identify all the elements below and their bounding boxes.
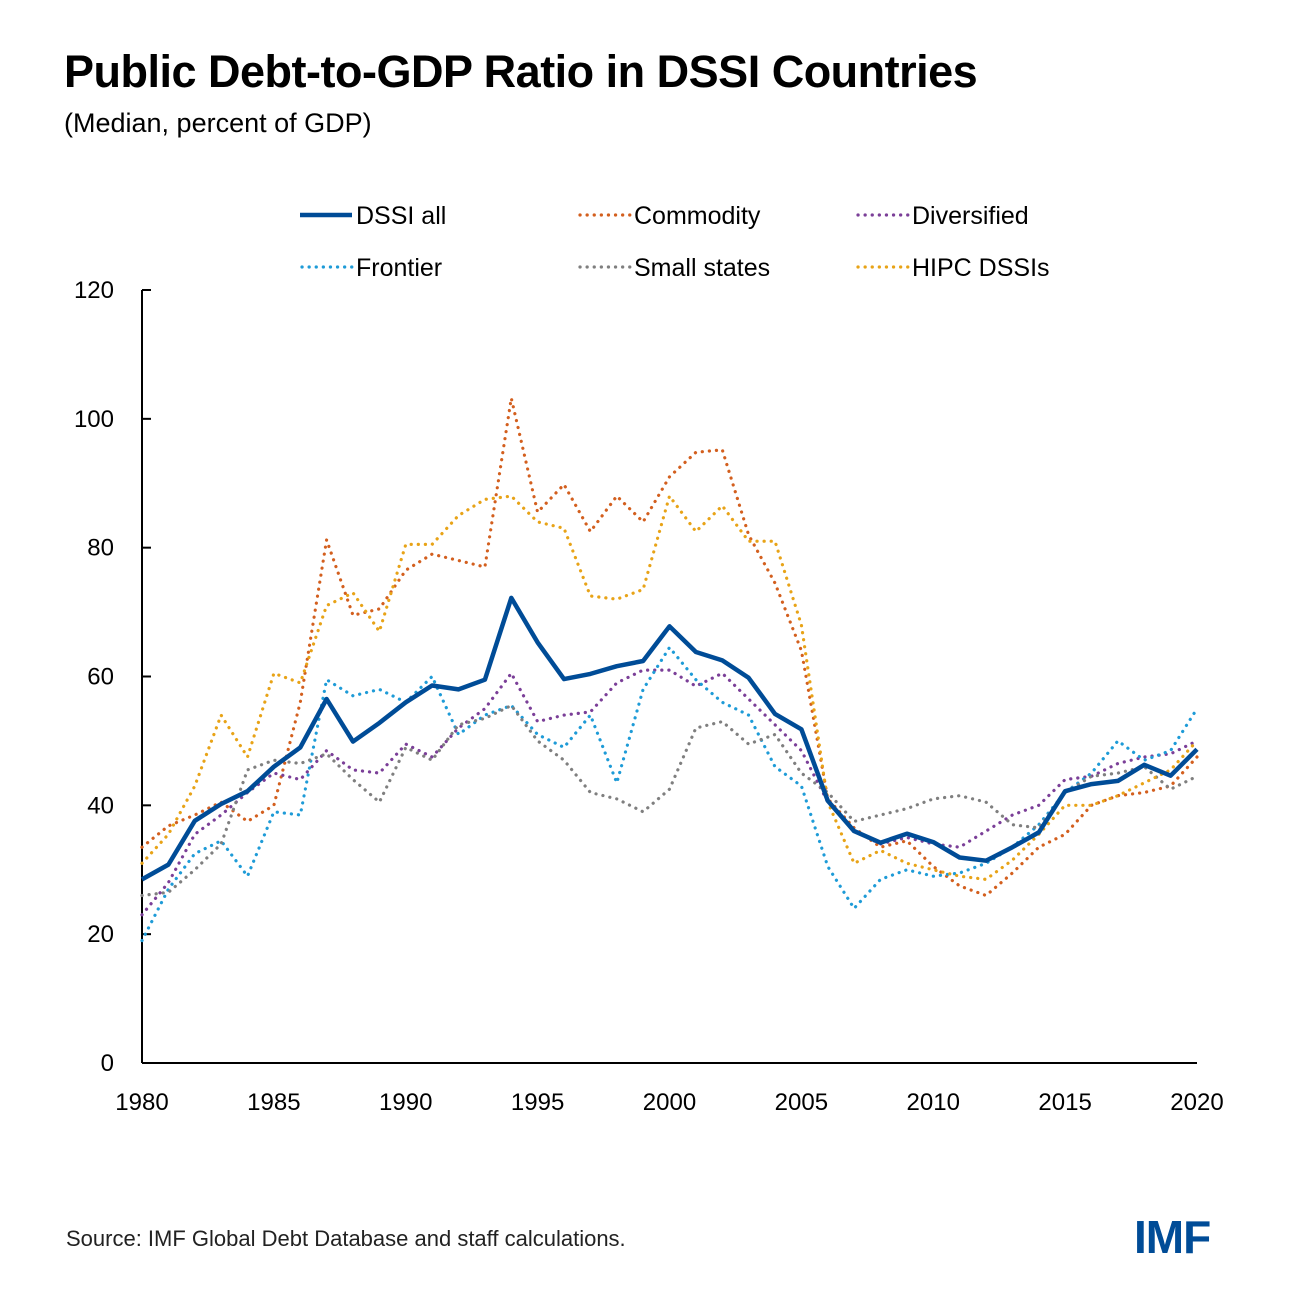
y-tick-label: 80 (87, 535, 114, 562)
x-tick-label: 2010 (907, 1089, 960, 1116)
x-tick-label: 1995 (511, 1089, 564, 1116)
legend-item: Small states (578, 254, 770, 282)
legend-item: Frontier (300, 254, 442, 282)
x-tick-label: 1990 (379, 1089, 432, 1116)
y-tick-label: 40 (87, 792, 114, 819)
x-tick-label: 2020 (1170, 1089, 1223, 1116)
legend-item: DSSI all (300, 202, 446, 230)
y-tick-label: 100 (74, 406, 114, 433)
legend-item: Diversified (856, 202, 1029, 230)
legend-label: DSSI all (356, 202, 446, 230)
legend-label: Commodity (634, 202, 761, 230)
chart-title: Public Debt-to-GDP Ratio in DSSI Countri… (64, 46, 978, 97)
y-tick-label: 120 (74, 277, 114, 304)
imf-logo: IMF (1134, 1211, 1211, 1263)
x-tick-label: 1985 (247, 1089, 300, 1116)
series-line-diversified (140, 668, 1199, 917)
legend-label: Diversified (912, 202, 1029, 230)
series-lines (140, 396, 1199, 943)
legend-item: HIPC DSSIs (856, 254, 1050, 282)
series-line-small-states (140, 703, 1199, 898)
legend-item: Commodity (578, 202, 761, 230)
x-tick-label: 2005 (775, 1089, 828, 1116)
x-tick-label: 1980 (115, 1089, 168, 1116)
legend: DSSI all Commodity Diversified Frontier Smal… (300, 202, 1050, 282)
x-tick-label: 2015 (1038, 1089, 1091, 1116)
x-tick-label: 2000 (643, 1089, 696, 1116)
series-line-dssi-all (140, 595, 1199, 882)
chart-subtitle: (Median, percent of GDP) (64, 108, 372, 138)
y-tick-label: 0 (101, 1050, 114, 1077)
series-line-frontier (140, 645, 1199, 943)
y-tick-label: 20 (87, 921, 114, 948)
series-line-commodity (140, 396, 1199, 898)
legend-label: Frontier (356, 254, 442, 282)
axes: 0 20 40 60 80 100 120 1980 1985 1990 1995 2000 2005 2… (74, 277, 1224, 1116)
legend-label: HIPC DSSIs (912, 254, 1050, 282)
source-note: Source: IMF Global Debt Database and sta… (66, 1226, 626, 1251)
series-line-hipc-dssis (140, 494, 1199, 882)
legend-label: Small states (634, 254, 770, 282)
y-tick-label: 60 (87, 664, 114, 691)
